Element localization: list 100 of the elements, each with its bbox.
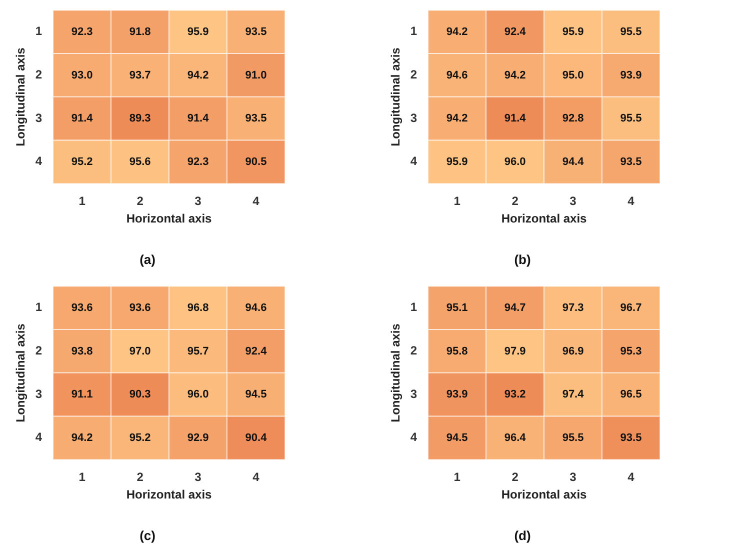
- text: (b): [514, 252, 531, 267]
- x-tick-label: 1: [78, 470, 86, 484]
- data-label: 94.4: [562, 156, 585, 168]
- x-tick-label: 3: [570, 470, 577, 484]
- data-label: 95.2: [71, 156, 93, 168]
- data-label: 94.6: [245, 302, 267, 314]
- data-label: 93.5: [620, 156, 642, 168]
- data-label: 95.7: [187, 345, 209, 358]
- data-label: 93.8: [71, 345, 93, 358]
- x-tick-label: 3: [194, 470, 202, 484]
- data-label: 97.0: [129, 345, 151, 358]
- y-axis-title: Longitudinal axis: [14, 323, 28, 422]
- text: (d): [514, 528, 531, 543]
- data-label: 93.5: [620, 432, 642, 444]
- x-tick-label: 2: [136, 470, 144, 484]
- y-tick-label: 3: [35, 386, 42, 401]
- data-label: 93.9: [620, 69, 642, 82]
- data-label: 94.7: [504, 302, 526, 314]
- x-axis-title: Horizontal axis: [501, 212, 588, 226]
- x-tick-label: 1: [454, 470, 461, 484]
- x-tick-label: 4: [628, 194, 635, 208]
- y-tick-label: 4: [410, 430, 418, 444]
- data-label: 89.3: [129, 112, 151, 125]
- y-tick-label: 3: [410, 110, 418, 125]
- data-label: 91.1: [71, 388, 93, 401]
- text: (c): [140, 528, 156, 543]
- x-axis-title: Horizontal axis: [501, 488, 588, 502]
- data-label: 95.9: [446, 156, 468, 168]
- data-label: 90.5: [245, 156, 267, 168]
- data-label: 92.3: [187, 156, 209, 168]
- data-label: 94.5: [245, 388, 267, 401]
- data-label: 94.5: [446, 432, 468, 444]
- data-label: 93.5: [245, 26, 267, 38]
- y-tick-label: 3: [35, 110, 42, 125]
- x-tick-label: 2: [136, 194, 144, 208]
- x-tick-label: 2: [512, 194, 519, 208]
- data-label: 92.8: [562, 112, 584, 125]
- data-label: 93.2: [504, 388, 526, 401]
- data-label: 97.4: [562, 388, 585, 401]
- y-tick-label: 1: [410, 300, 418, 314]
- data-label: 94.2: [187, 69, 209, 82]
- data-label: 95.9: [187, 26, 209, 38]
- x-tick-label: 4: [252, 470, 260, 484]
- data-label: 91.4: [187, 112, 210, 125]
- data-label: 94.2: [71, 432, 93, 444]
- y-tick-label: 2: [35, 68, 42, 82]
- data-label: 95.5: [620, 112, 642, 125]
- y-tick-label: 1: [35, 24, 42, 38]
- data-label: 95.1: [446, 302, 468, 314]
- data-label: 93.6: [71, 302, 93, 314]
- y-axis-title: Longitudinal axis: [388, 47, 403, 146]
- data-label: 91.8: [129, 26, 151, 38]
- data-label: 94.2: [446, 112, 468, 125]
- y-tick-label: 2: [410, 68, 418, 82]
- data-label: 96.7: [620, 302, 642, 314]
- y-axis-title: Longitudinal axis: [14, 47, 28, 146]
- data-label: 90.3: [129, 388, 151, 401]
- data-label: 95.0: [562, 69, 584, 82]
- data-label: 96.5: [620, 388, 642, 401]
- y-tick-label: 1: [410, 24, 418, 38]
- data-label: 95.2: [129, 432, 151, 444]
- y-tick-label: 2: [35, 344, 42, 358]
- data-label: 97.3: [562, 302, 584, 314]
- x-tick-label: 1: [454, 194, 461, 208]
- x-tick-label: 4: [628, 470, 635, 484]
- y-axis-title: Longitudinal axis: [388, 323, 403, 422]
- text: (a): [140, 252, 156, 267]
- data-label: 95.8: [446, 345, 468, 358]
- x-axis-title: Horizontal axis: [126, 488, 212, 502]
- data-label: 93.7: [129, 69, 151, 82]
- data-label: 93.0: [71, 69, 93, 82]
- y-tick-label: 4: [35, 430, 42, 444]
- data-label: 93.6: [129, 302, 151, 314]
- data-label: 95.6: [129, 156, 151, 168]
- data-label: 91.4: [504, 112, 527, 125]
- data-label: 95.3: [620, 345, 642, 358]
- data-label: 96.0: [504, 156, 526, 168]
- data-label: 93.5: [245, 112, 267, 125]
- data-label: 92.9: [187, 432, 209, 444]
- data-label: 97.9: [504, 345, 526, 358]
- data-label: 95.9: [562, 26, 584, 38]
- data-label: 95.5: [620, 26, 642, 38]
- data-label: 96.9: [562, 345, 584, 358]
- data-label: 93.9: [446, 388, 468, 401]
- data-label: 95.5: [562, 432, 584, 444]
- data-label: 94.2: [504, 69, 526, 82]
- x-tick-label: 1: [78, 194, 86, 208]
- x-tick-label: 3: [570, 194, 577, 208]
- data-label: 91.4: [71, 112, 94, 125]
- y-tick-label: 1: [35, 300, 42, 314]
- y-tick-label: 4: [410, 154, 418, 168]
- data-label: 92.4: [504, 26, 527, 38]
- x-tick-label: 2: [512, 470, 519, 484]
- data-label: 96.0: [187, 388, 209, 401]
- x-tick-label: 3: [194, 194, 202, 208]
- y-tick-label: 4: [35, 154, 42, 168]
- data-label: 92.4: [245, 345, 268, 358]
- data-label: 94.6: [446, 69, 468, 82]
- y-tick-label: 3: [410, 386, 418, 401]
- y-tick-label: 2: [410, 344, 418, 358]
